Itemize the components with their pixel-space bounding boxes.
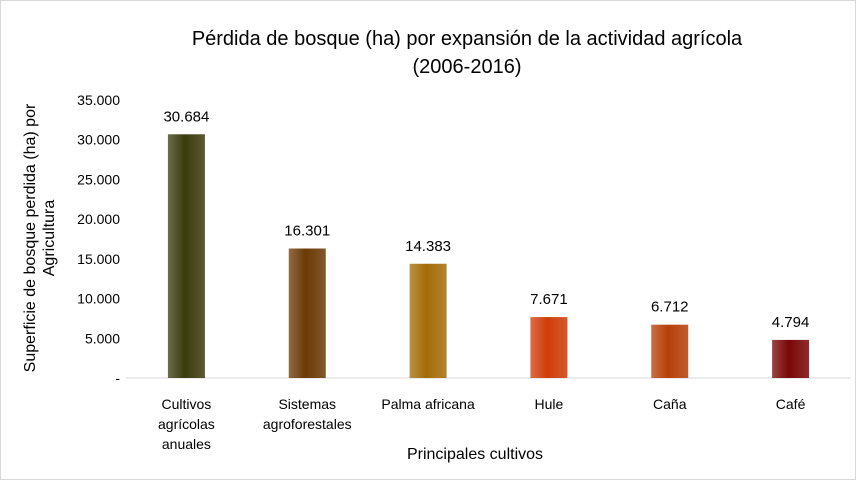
- category-label: Palma africana: [381, 396, 475, 412]
- category-labels: Cultivos agrícolas anuales Sistemas agrofore…: [158, 396, 806, 452]
- bar: [288, 248, 326, 378]
- bar: [772, 339, 810, 378]
- bars: [167, 134, 810, 378]
- data-label: 14.383: [405, 238, 451, 255]
- y-axis-label-line-2: Agricultura: [41, 200, 58, 277]
- y-axis-label: Superficie de bosque perdida (ha) por Ag…: [22, 103, 58, 372]
- data-labels: 30.684 16.301 14.383 7.671 6.712 4.794: [163, 108, 809, 331]
- y-tick-label: 15.000: [77, 251, 120, 267]
- y-tick-label: 35.000: [77, 92, 120, 108]
- x-axis-label: Principales cultivos: [407, 446, 543, 463]
- bar: [651, 324, 689, 378]
- category-label: Caña: [653, 396, 687, 412]
- chart-title-line-2: (2006-2016): [413, 56, 522, 78]
- y-axis-label-line-1: Superficie de bosque perdida (ha) por: [22, 103, 39, 372]
- category-label: Café: [776, 396, 806, 412]
- data-label: 16.301: [284, 223, 330, 240]
- category-label: Sistemas: [278, 396, 336, 412]
- data-label: 4.794: [772, 314, 810, 331]
- chart-title: Pérdida de bosque (ha) por expansión de …: [192, 28, 743, 78]
- chart-title-line-1: Pérdida de bosque (ha) por expansión de …: [192, 28, 743, 50]
- y-tick-label: 5.000: [85, 330, 120, 346]
- category-label: anuales: [162, 436, 211, 452]
- y-tick-label: 20.000: [77, 211, 120, 227]
- data-label: 7.671: [530, 291, 568, 308]
- y-tick-label: -: [115, 370, 120, 386]
- y-tick-label: 30.000: [77, 132, 120, 148]
- data-label: 6.712: [651, 299, 689, 316]
- y-tick-label: 25.000: [77, 171, 120, 187]
- y-tick-label: 10.000: [77, 291, 120, 307]
- category-label: Hule: [535, 396, 564, 412]
- y-axis-ticks: - 5.000 10.000 15.000 20.000 25.000 30.000 35.0…: [77, 92, 120, 386]
- data-label: 30.684: [163, 108, 209, 125]
- bar: [167, 134, 205, 378]
- bar: [530, 317, 568, 378]
- category-label: agrícolas: [158, 416, 215, 432]
- bar: [409, 263, 447, 378]
- category-label: agroforestales: [263, 416, 352, 432]
- category-label: Cultivos: [162, 396, 212, 412]
